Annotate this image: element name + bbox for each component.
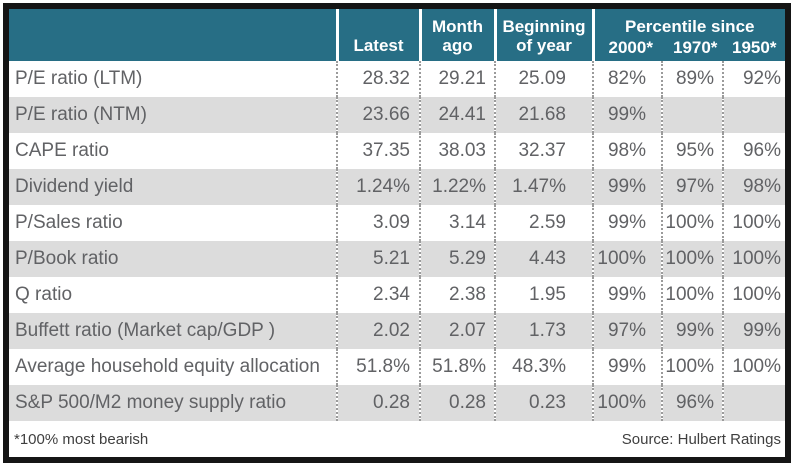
cell-pct-2000: 99%: [592, 277, 662, 313]
cell-beginning-of-year: 2.59: [494, 205, 593, 241]
cell-pct-1950: [722, 97, 785, 133]
header-empty-label-cell: [9, 9, 339, 61]
row-label: CAPE ratio: [15, 140, 109, 161]
table-row: P/Sales ratio 3.09 3.14 2.59 99% 100% 10…: [9, 205, 785, 241]
cell-beginning-of-year: 1.95: [494, 277, 593, 313]
header-percentile-since: Percentile since: [625, 16, 755, 36]
cell-beginning-of-year: 1.73: [494, 313, 593, 349]
cell-pct-2000: 100%: [592, 241, 662, 277]
row-label: P/E ratio (LTM): [15, 68, 143, 89]
row-label: Average household equity allocation: [15, 356, 320, 377]
cell-beginning-of-year: 32.37: [494, 133, 593, 169]
cell-pct-1970: 100%: [661, 349, 723, 385]
cell-pct-1970: 100%: [661, 205, 723, 241]
row-label: Buffett ratio (Market cap/GDP ): [9, 313, 337, 349]
cell-month-ago: 5.29: [419, 241, 495, 277]
table-footer: *100% most bearish Source: Hulbert Ratin…: [9, 421, 785, 457]
cell-pct-1950: 99%: [722, 313, 785, 349]
cell-pct-1950: 98%: [722, 169, 785, 205]
cell-pct-1970: 97%: [661, 169, 723, 205]
row-label: P/Book ratio: [9, 241, 337, 277]
cell-month-ago: 3.14: [419, 205, 495, 241]
cell-beginning-of-year: 21.68: [494, 97, 593, 133]
table-body: P/E ratio (LTM) 28.32 29.21 25.09 82% 89…: [9, 61, 785, 421]
row-label: S&P 500/M2 money supply ratio: [9, 385, 337, 421]
header-years-row: 2000* 1970* 1950*: [597, 38, 784, 57]
cell-pct-1950: [722, 385, 785, 421]
cell-latest: 51.8%: [336, 349, 420, 385]
cell-pct-2000: 99%: [592, 349, 662, 385]
cell-month-ago: 51.8%: [419, 349, 495, 385]
cell-latest: 5.21: [336, 241, 420, 277]
header-year-2000: 2000*: [608, 37, 653, 57]
table-row: CAPE ratio 37.35 38.03 32.37 98% 95% 96%: [9, 133, 785, 169]
cell-month-ago: 1.22%: [419, 169, 495, 205]
cell-beginning-of-year: 4.43: [494, 241, 593, 277]
cell-pct-1950: 92%: [722, 61, 785, 97]
cell-beginning-of-year: 25.09: [494, 61, 593, 97]
table-row: Q ratio 2.34 2.38 1.95 99% 100% 100%: [9, 277, 785, 313]
table-row: P/E ratio (LTM) 28.32 29.21 25.09 82% 89…: [9, 61, 785, 97]
cell-pct-1950: 100%: [722, 205, 785, 241]
cell-latest: 37.35: [336, 133, 420, 169]
table-row: S&P 500/M2 money supply ratio 0.28 0.28 …: [9, 385, 785, 421]
table-frame: Latest Month ago Beginning of year Perce…: [3, 3, 791, 463]
cell-pct-1950: 100%: [722, 349, 785, 385]
row-label: P/E ratio (NTM): [9, 97, 337, 133]
source-text: Source: Hulbert Ratings: [621, 430, 781, 448]
table-row: Average household equity allocation 51.8…: [9, 349, 785, 385]
cell-latest: 28.32: [336, 61, 420, 97]
cell-pct-2000: 99%: [592, 97, 662, 133]
cell-pct-2000: 99%: [592, 169, 662, 205]
cell-pct-2000: 98%: [592, 133, 662, 169]
row-label: Dividend yield: [9, 169, 337, 205]
header-year-1970: 1970*: [672, 37, 718, 57]
row-label: Q ratio: [15, 284, 73, 305]
cell-pct-1970: 95%: [661, 133, 723, 169]
cell-beginning-of-year: 0.23: [494, 385, 593, 421]
cell-pct-1970: [661, 97, 723, 133]
cell-month-ago: 2.38: [419, 277, 495, 313]
cell-latest: 23.66: [336, 97, 420, 133]
cell-pct-1970: 99%: [661, 313, 723, 349]
cell-month-ago: 38.03: [419, 133, 495, 169]
cell-pct-1970: 100%: [661, 277, 723, 313]
cell-pct-2000: 100%: [592, 385, 662, 421]
cell-pct-1950: 100%: [722, 241, 785, 277]
cell-pct-1970: 89%: [661, 61, 723, 97]
table-row: P/E ratio (NTM) 23.66 24.41 21.68 99%: [9, 97, 785, 133]
table-header: Latest Month ago Beginning of year Perce…: [9, 9, 785, 61]
cell-latest: 2.34: [336, 277, 420, 313]
header-percentile-since-group: Percentile since 2000* 1970* 1950*: [593, 9, 785, 61]
cell-latest: 3.09: [336, 205, 420, 241]
cell-latest: 0.28: [336, 385, 420, 421]
cell-pct-1970: 96%: [661, 385, 723, 421]
cell-beginning-of-year: 48.3%: [494, 349, 593, 385]
header-month-ago: Month ago: [420, 9, 497, 61]
header-year-1950: 1950*: [732, 37, 777, 57]
cell-month-ago: 24.41: [419, 97, 495, 133]
cell-latest: 1.24%: [336, 169, 420, 205]
cell-pct-2000: 82%: [592, 61, 662, 97]
header-latest: Latest: [337, 9, 422, 61]
table-row: Buffett ratio (Market cap/GDP ) 2.02 2.0…: [9, 313, 785, 349]
cell-beginning-of-year: 1.47%: [494, 169, 593, 205]
cell-latest: 2.02: [336, 313, 420, 349]
cell-pct-2000: 99%: [592, 205, 662, 241]
cell-pct-1950: 100%: [722, 277, 785, 313]
cell-month-ago: 2.07: [419, 313, 495, 349]
header-beginning-of-year: Beginning of year: [495, 9, 595, 61]
table-row: P/Book ratio 5.21 5.29 4.43 100% 100% 10…: [9, 241, 785, 277]
cell-pct-1970: 100%: [661, 241, 723, 277]
footnote-text: *100% most bearish: [14, 430, 149, 448]
table-row: Dividend yield 1.24% 1.22% 1.47% 99% 97%…: [9, 169, 785, 205]
row-label: P/Sales ratio: [15, 212, 123, 233]
cell-pct-2000: 97%: [592, 313, 662, 349]
valuation-indicators-table: Latest Month ago Beginning of year Perce…: [9, 9, 785, 457]
cell-month-ago: 29.21: [419, 61, 495, 97]
cell-pct-1950: 96%: [722, 133, 785, 169]
cell-month-ago: 0.28: [419, 385, 495, 421]
